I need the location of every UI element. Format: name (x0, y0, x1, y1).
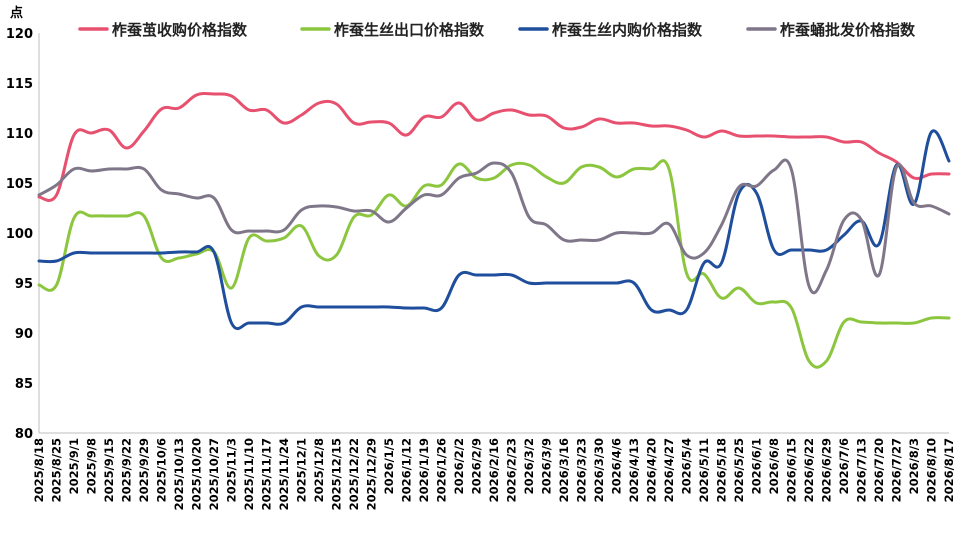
x-tick-label: 2025/9/1 (67, 438, 81, 494)
x-tick-label: 2026/7/27 (890, 438, 904, 502)
legend-item: 柞蚕生丝出口价格指数 (300, 21, 485, 39)
y-tick-label: 95 (15, 277, 33, 292)
x-tick-label: 2025/12/29 (365, 438, 379, 510)
x-tick-label: 2026/8/10 (925, 438, 939, 502)
x-tick-label: 2025/10/13 (172, 438, 186, 510)
x-axis: 2025/8/18 2025/8/25 2025/9/1 2025/9/8 2025/9… (32, 438, 956, 510)
x-tick-label: 2026/4/6 (610, 438, 624, 494)
x-tick-label: 2026/3/23 (575, 438, 589, 502)
legend-item: 柞蚕茧收购价格指数 (78, 21, 248, 39)
x-tick-label: 2025/10/6 (155, 438, 169, 502)
x-tick-label: 2026/3/9 (540, 438, 554, 494)
x-tick-label: 2026/6/15 (785, 438, 799, 502)
x-tick-label: 2026/4/13 (627, 438, 641, 502)
x-tick-label: 2025/9/29 (137, 438, 151, 502)
x-tick-label: 2026/6/1 (750, 438, 764, 494)
x-tick-label: 2025/9/15 (102, 438, 116, 502)
series-1 (37, 91, 951, 202)
x-tick-label: 2026/7/6 (837, 438, 851, 494)
x-tick-label: 2026/6/8 (767, 438, 781, 494)
x-tick-label: 2025/9/22 (120, 438, 134, 502)
x-tick-label: 2025/12/8 (312, 438, 326, 502)
x-tick-label: 2026/1/12 (400, 438, 414, 502)
x-tick-label: 2025/11/17 (260, 438, 274, 510)
x-tick-label: 2025/8/18 (32, 438, 46, 502)
y-tick-label: 100 (6, 227, 33, 242)
x-tick-label: 2025/10/20 (190, 438, 204, 510)
legend-item: 柞蚕蛹批发价格指数 (746, 21, 916, 39)
y-tick-label: 120 (6, 27, 33, 42)
legend-label: 柞蚕茧收购价格指数 (112, 21, 248, 39)
y-tick-label: 90 (15, 327, 33, 342)
y-axis: 80 85 90 95 100 105 110 115 120 (6, 27, 33, 442)
x-tick-label: 2025/11/3 (225, 438, 239, 502)
y-tick-label: 85 (15, 377, 33, 392)
legend-item: 柞蚕生丝内购价格指数 (518, 21, 703, 39)
legend-label: 柞蚕生丝出口价格指数 (334, 21, 485, 39)
y-axis-unit-label: 点 (10, 5, 23, 21)
x-tick-label: 2025/9/8 (85, 438, 99, 494)
x-tick-label: 2026/2/23 (505, 438, 519, 502)
series-line (37, 158, 951, 295)
x-tick-label: 2025/11/10 (242, 438, 256, 510)
x-tick-label: 2025/12/15 (330, 438, 344, 510)
x-tick-label: 2026/1/5 (382, 438, 396, 494)
x-tick-label: 2026/5/11 (697, 438, 711, 502)
series-4 (37, 158, 951, 295)
x-tick-label: 2026/6/29 (820, 438, 834, 502)
x-tick-label: 2026/2/9 (470, 438, 484, 494)
x-tick-label: 2026/6/22 (802, 438, 816, 502)
series-group (37, 91, 951, 369)
x-tick-label: 2026/8/3 (907, 438, 921, 494)
legend-label: 柞蚕生丝内购价格指数 (552, 21, 703, 39)
x-tick-label: 2026/7/20 (872, 438, 886, 502)
legend: 柞蚕茧收购价格指数 柞蚕生丝出口价格指数 柞蚕生丝内购价格指数 柞蚕蛹批发价格指数 (78, 21, 916, 39)
y-tick-label: 105 (6, 177, 33, 192)
y-tick-label: 110 (6, 127, 33, 142)
x-tick-label: 2026/2/2 (452, 438, 466, 494)
legend-label: 柞蚕蛹批发价格指数 (780, 21, 916, 39)
x-tick-label: 2026/5/25 (732, 438, 746, 502)
x-tick-label: 2026/4/20 (645, 438, 659, 502)
x-tick-label: 2026/3/16 (557, 438, 571, 502)
x-tick-label: 2025/12/22 (347, 438, 361, 510)
series-line (37, 159, 951, 369)
x-tick-label: 2025/10/27 (207, 438, 221, 510)
x-tick-label: 2025/11/24 (277, 438, 291, 510)
x-tick-label: 2026/8/17 (942, 438, 956, 502)
x-tick-label: 2026/1/26 (435, 438, 449, 502)
x-tick-label: 2025/8/25 (50, 438, 64, 502)
x-tick-label: 2026/5/4 (680, 438, 694, 494)
x-tick-label: 2026/1/19 (417, 438, 431, 502)
y-axis-unit: 点 (10, 5, 23, 21)
x-tick-label: 2026/3/30 (592, 438, 606, 502)
y-tick-label: 80 (15, 427, 33, 442)
series-line (37, 91, 951, 202)
x-tick-label: 2026/4/27 (662, 438, 676, 502)
series-2 (37, 159, 951, 369)
series-3 (37, 129, 951, 331)
x-tick-label: 2026/3/2 (522, 438, 536, 494)
y-tick-label: 115 (6, 77, 33, 92)
axes (38, 33, 949, 434)
series-line (37, 129, 951, 331)
x-tick-label: 2026/7/13 (855, 438, 869, 502)
x-tick-label: 2026/5/18 (715, 438, 729, 502)
x-tick-label: 2026/2/16 (487, 438, 501, 502)
x-tick-label: 2025/12/1 (295, 438, 309, 502)
